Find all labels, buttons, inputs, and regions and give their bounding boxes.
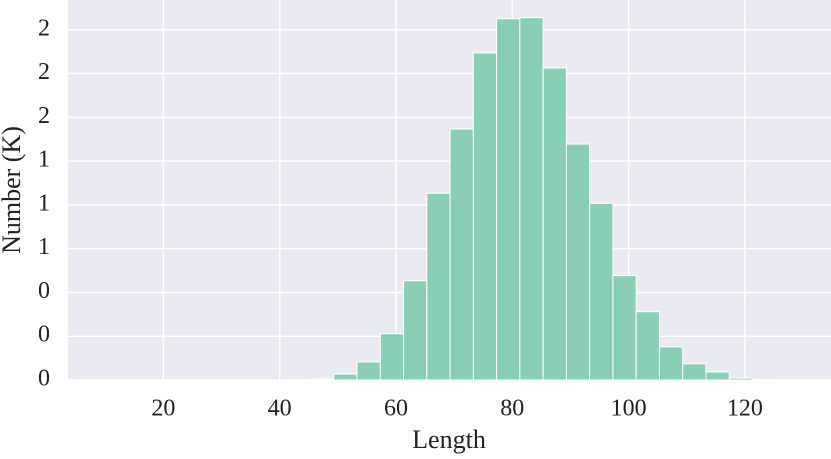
- bar: [751, 378, 777, 381]
- x-tick-label: 60: [384, 396, 408, 422]
- bar: [589, 202, 614, 381]
- bar: [403, 280, 428, 381]
- bar: [496, 18, 521, 381]
- y-tick-label: 1: [38, 190, 50, 216]
- bar: [542, 67, 567, 381]
- bar: [565, 143, 591, 381]
- bar: [356, 361, 381, 381]
- bar: [379, 333, 405, 381]
- x-tick-label: 80: [500, 396, 524, 422]
- bar: [682, 363, 707, 381]
- y-tick-label: 2: [38, 15, 50, 41]
- bar: [728, 377, 753, 381]
- y-tick-label: 0: [38, 366, 50, 392]
- y-tick-label: 1: [38, 147, 50, 173]
- bar: [426, 192, 451, 381]
- x-tick-label: 120: [727, 396, 763, 422]
- bar: [310, 378, 335, 381]
- bar: [658, 346, 684, 381]
- y-axis-label: Number (K): [0, 126, 26, 254]
- x-tick-label: 100: [611, 396, 647, 422]
- y-tick-label: 2: [38, 103, 50, 129]
- bar: [635, 311, 660, 381]
- bar: [449, 128, 474, 381]
- bar: [612, 275, 637, 381]
- y-tick-label: 2: [38, 59, 50, 85]
- x-tick-label: 20: [151, 396, 175, 422]
- x-axis-label: Length: [412, 425, 486, 454]
- bar: [333, 373, 358, 381]
- y-tick-label: 0: [38, 278, 50, 304]
- x-tick-label: 40: [268, 396, 292, 422]
- bar: [519, 17, 544, 381]
- y-tick-label: 1: [38, 234, 50, 260]
- bar: [705, 371, 730, 381]
- y-tick-label: 0: [38, 322, 50, 348]
- bar: [472, 52, 498, 381]
